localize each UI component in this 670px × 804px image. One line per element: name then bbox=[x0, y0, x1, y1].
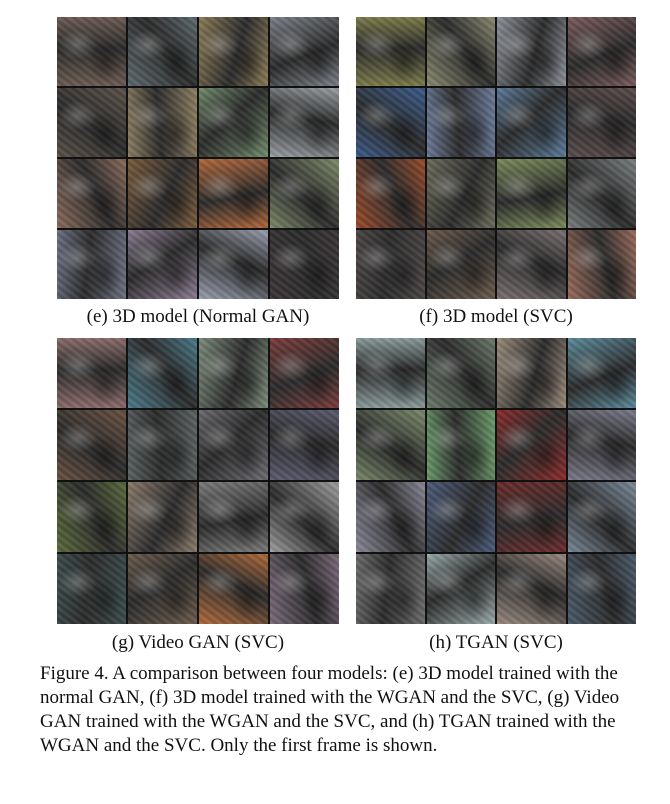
sample-frame-g-11 bbox=[199, 482, 268, 552]
sample-frame-h-6 bbox=[426, 410, 495, 480]
sample-frame-g-14 bbox=[128, 554, 197, 624]
sample-frame-h-8 bbox=[567, 410, 636, 480]
sample-frame-g-12 bbox=[270, 482, 339, 552]
sample-frame-g-5 bbox=[57, 410, 126, 480]
sample-frame-h-10 bbox=[426, 482, 495, 552]
sample-frame-e-16 bbox=[270, 230, 339, 299]
sample-frame-h-9 bbox=[356, 482, 425, 552]
sample-frame-e-3 bbox=[199, 17, 268, 86]
sample-frame-e-8 bbox=[270, 88, 339, 157]
sample-frame-g-10 bbox=[128, 482, 197, 552]
sample-frame-h-4 bbox=[567, 338, 636, 408]
sample-frame-h-13 bbox=[356, 554, 425, 624]
sample-frame-e-7 bbox=[199, 88, 268, 157]
sample-frame-e-9 bbox=[57, 159, 126, 228]
sample-frame-f-11 bbox=[497, 159, 566, 228]
sample-frame-g-9 bbox=[57, 482, 126, 552]
sample-frame-g-2 bbox=[128, 338, 197, 408]
sample-frame-h-14 bbox=[426, 554, 495, 624]
sample-frame-e-4 bbox=[270, 17, 339, 86]
sample-frame-h-7 bbox=[497, 410, 566, 480]
sample-frame-f-3 bbox=[497, 17, 566, 86]
sample-frame-f-10 bbox=[426, 159, 495, 228]
sample-frame-g-8 bbox=[270, 410, 339, 480]
image-grid-g bbox=[57, 338, 339, 624]
sample-frame-h-2 bbox=[426, 338, 495, 408]
sample-frame-f-12 bbox=[567, 159, 636, 228]
sample-frame-f-15 bbox=[497, 230, 566, 299]
sample-frame-h-5 bbox=[356, 410, 425, 480]
sample-frame-g-4 bbox=[270, 338, 339, 408]
panel-caption-f: (f) 3D model (SVC) bbox=[419, 306, 573, 327]
sample-frame-f-6 bbox=[426, 88, 495, 157]
sample-frame-e-13 bbox=[57, 230, 126, 299]
sample-frame-g-1 bbox=[57, 338, 126, 408]
sample-frame-g-15 bbox=[199, 554, 268, 624]
sample-frame-h-12 bbox=[567, 482, 636, 552]
sample-frame-h-11 bbox=[497, 482, 566, 552]
sample-frame-f-5 bbox=[356, 88, 425, 157]
sample-frame-e-2 bbox=[128, 17, 197, 86]
sample-frame-g-6 bbox=[128, 410, 197, 480]
sample-frame-f-14 bbox=[426, 230, 495, 299]
panel-caption-g: (g) Video GAN (SVC) bbox=[111, 632, 285, 653]
sample-frame-e-12 bbox=[270, 159, 339, 228]
sample-frame-g-16 bbox=[270, 554, 339, 624]
sample-frame-f-13 bbox=[356, 230, 425, 299]
sample-frame-f-7 bbox=[497, 88, 566, 157]
panel-caption-h: (h) TGAN (SVC) bbox=[429, 632, 563, 653]
sample-frame-f-9 bbox=[356, 159, 425, 228]
sample-frame-g-7 bbox=[199, 410, 268, 480]
image-grid-e bbox=[57, 17, 339, 299]
sample-frame-e-5 bbox=[57, 88, 126, 157]
sample-frame-e-14 bbox=[128, 230, 197, 299]
sample-frame-e-15 bbox=[199, 230, 268, 299]
image-grid-h bbox=[356, 338, 636, 624]
sample-frame-h-1 bbox=[356, 338, 425, 408]
sample-frame-e-6 bbox=[128, 88, 197, 157]
sample-frame-g-13 bbox=[57, 554, 126, 624]
image-grid-f bbox=[356, 17, 636, 299]
sample-frame-f-4 bbox=[567, 17, 636, 86]
figure-caption: Figure 4. A comparison between four mode… bbox=[40, 663, 620, 756]
panel-caption-e: (e) 3D model (Normal GAN) bbox=[86, 306, 310, 327]
sample-frame-g-3 bbox=[199, 338, 268, 408]
sample-frame-h-15 bbox=[497, 554, 566, 624]
sample-frame-f-16 bbox=[567, 230, 636, 299]
sample-frame-e-10 bbox=[128, 159, 197, 228]
sample-frame-e-11 bbox=[199, 159, 268, 228]
sample-frame-f-1 bbox=[356, 17, 425, 86]
sample-frame-e-1 bbox=[57, 17, 126, 86]
sample-frame-h-16 bbox=[567, 554, 636, 624]
sample-frame-f-8 bbox=[567, 88, 636, 157]
sample-frame-h-3 bbox=[497, 338, 566, 408]
sample-frame-f-2 bbox=[426, 17, 495, 86]
